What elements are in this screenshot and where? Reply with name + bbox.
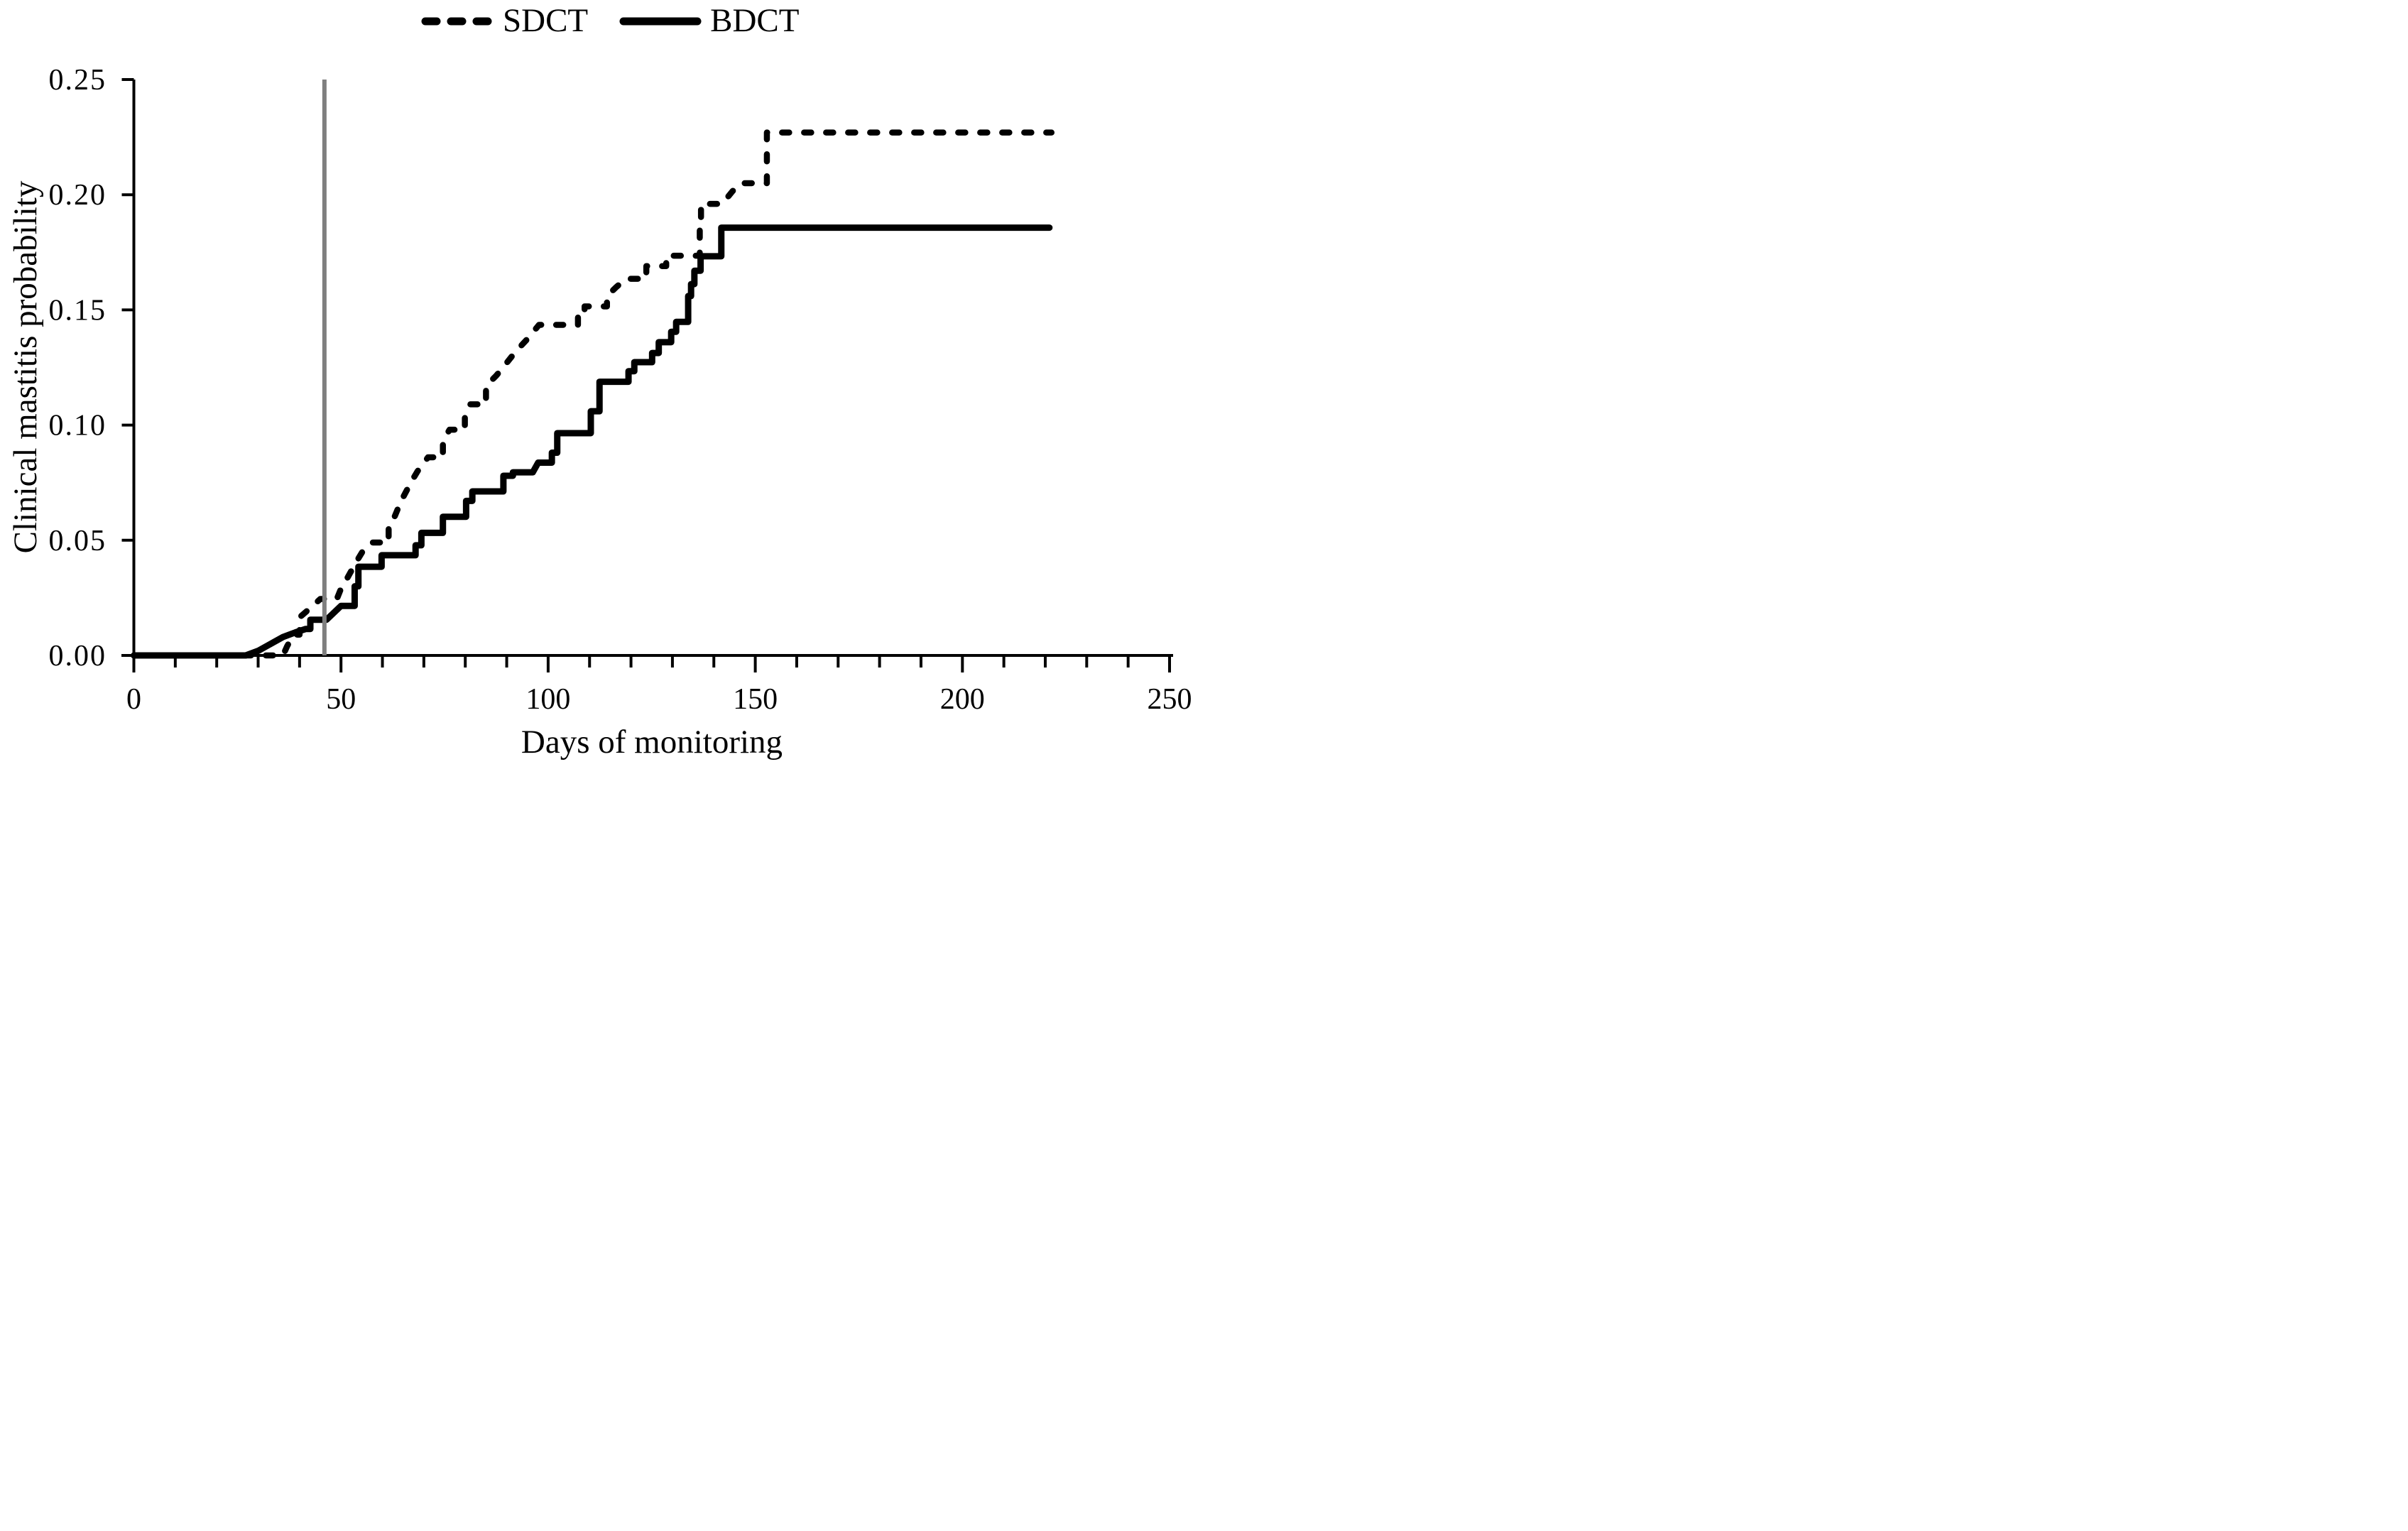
bdct-solid-line-swatch: [619, 17, 702, 25]
y-tick-label: 0.00: [49, 640, 107, 672]
legend-label-sdct: SDCT: [503, 2, 589, 39]
km-figure: SDCT BDCT 0.00 0.05 0.10 0.15 0.20 0.25 0 50 100…: [0, 0, 1204, 766]
legend-label-bdct: BDCT: [710, 2, 800, 39]
x-tick-label: 50: [326, 683, 356, 716]
y-axis-title: Clinical mastitis probability: [7, 180, 44, 554]
x-tick-label: 200: [940, 683, 985, 716]
x-tick-label: 100: [525, 683, 570, 716]
x-tick-label: 150: [733, 683, 778, 716]
y-tick-label: 0.15: [49, 294, 107, 327]
y-tick-label: 0.05: [49, 525, 107, 557]
x-tick-label: 0: [126, 683, 141, 716]
plot-area-svg: 0.00 0.05 0.10 0.15 0.20 0.25 0 50 100 150 200 250: [49, 64, 1192, 716]
legend-item-bdct: BDCT: [619, 2, 800, 39]
bdct-curve: [131, 224, 1053, 659]
y-tick-label: 0.10: [49, 410, 107, 442]
legend-item-sdct: SDCT: [420, 4, 588, 38]
y-tick-label: 0.25: [49, 64, 107, 97]
y-tick-label: 0.20: [49, 179, 107, 212]
sdct-curve: [131, 129, 1055, 659]
legend: SDCT BDCT: [420, 4, 800, 38]
x-tick-label: 250: [1148, 683, 1192, 716]
x-axis-title: Days of monitoring: [521, 724, 783, 761]
sdct-dashed-line-swatch: [421, 17, 494, 25]
